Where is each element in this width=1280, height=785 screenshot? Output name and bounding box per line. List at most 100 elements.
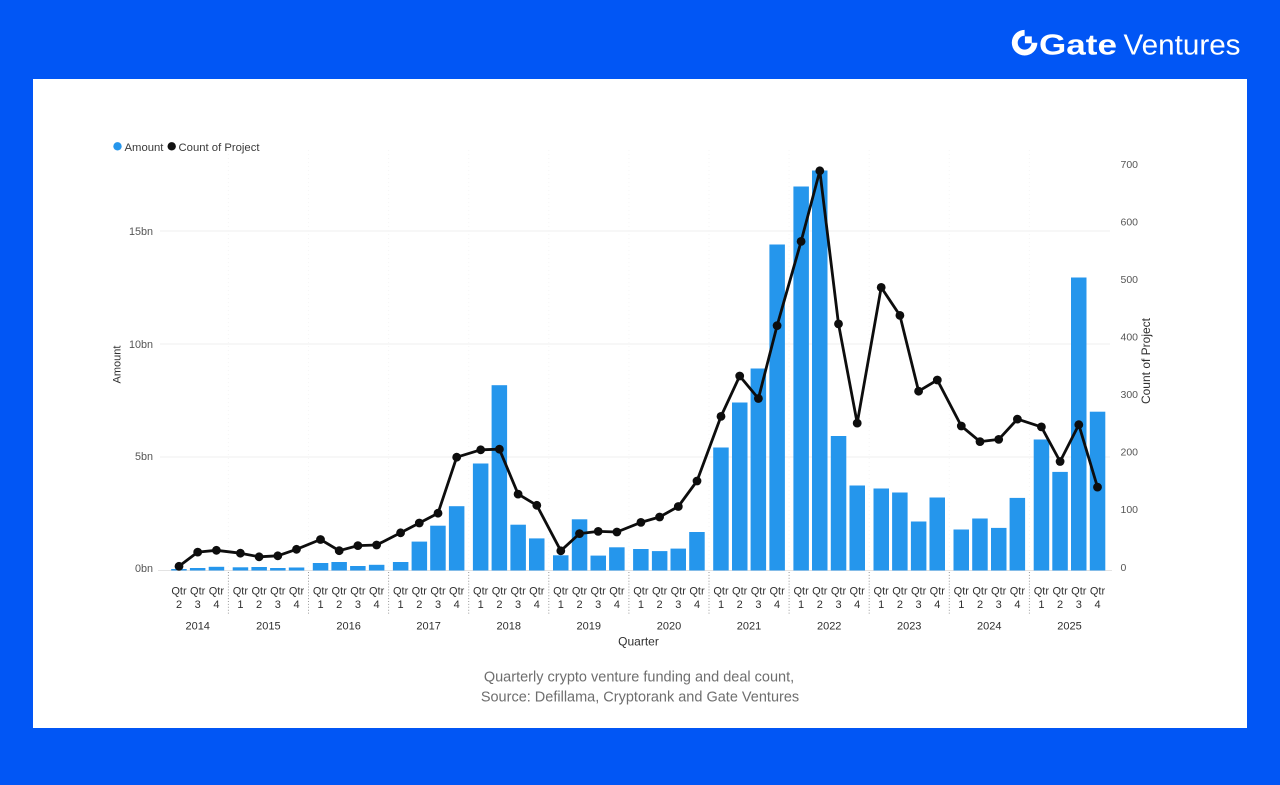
svg-text:Qtr: Qtr xyxy=(412,585,428,597)
svg-text:100: 100 xyxy=(1121,504,1139,516)
svg-text:1: 1 xyxy=(478,599,484,611)
svg-text:2: 2 xyxy=(977,599,983,611)
svg-text:3: 3 xyxy=(595,599,601,611)
svg-text:Qtr: Qtr xyxy=(1010,585,1026,597)
svg-text:2021: 2021 xyxy=(737,621,761,633)
svg-text:Qtr: Qtr xyxy=(991,585,1007,597)
svg-text:5bn: 5bn xyxy=(135,451,153,463)
svg-text:3: 3 xyxy=(1076,599,1082,611)
svg-text:Qtr: Qtr xyxy=(591,585,607,597)
svg-text:Quarter: Quarter xyxy=(618,634,659,648)
svg-text:4: 4 xyxy=(374,599,380,611)
svg-text:2: 2 xyxy=(576,599,582,611)
svg-text:Count of Project: Count of Project xyxy=(179,142,261,154)
svg-text:Qtr: Qtr xyxy=(874,585,890,597)
svg-text:3: 3 xyxy=(195,599,201,611)
svg-text:4: 4 xyxy=(934,599,940,611)
svg-text:3: 3 xyxy=(515,599,521,611)
svg-text:4: 4 xyxy=(774,599,780,611)
svg-text:2: 2 xyxy=(336,599,342,611)
svg-text:Ventures: Ventures xyxy=(1124,30,1241,62)
svg-text:2023: 2023 xyxy=(897,621,921,633)
svg-text:3: 3 xyxy=(355,599,361,611)
svg-text:Qtr: Qtr xyxy=(1071,585,1087,597)
svg-text:Qtr: Qtr xyxy=(689,585,705,597)
svg-text:2: 2 xyxy=(817,599,823,611)
svg-text:Qtr: Qtr xyxy=(313,585,329,597)
svg-text:2: 2 xyxy=(657,599,663,611)
svg-text:2: 2 xyxy=(737,599,743,611)
svg-text:2014: 2014 xyxy=(185,621,209,633)
svg-text:Qtr: Qtr xyxy=(751,585,767,597)
svg-text:Qtr: Qtr xyxy=(332,585,348,597)
svg-text:Qtr: Qtr xyxy=(831,585,847,597)
svg-text:1: 1 xyxy=(237,599,243,611)
svg-text:4: 4 xyxy=(213,599,219,611)
svg-text:Qtr: Qtr xyxy=(350,585,366,597)
svg-text:Qtr: Qtr xyxy=(713,585,729,597)
svg-text:Qtr: Qtr xyxy=(972,585,988,597)
svg-text:3: 3 xyxy=(996,599,1002,611)
svg-text:Qtr: Qtr xyxy=(609,585,625,597)
svg-text:3: 3 xyxy=(675,599,681,611)
svg-text:Qtr: Qtr xyxy=(572,585,588,597)
svg-text:300: 300 xyxy=(1121,389,1139,401)
svg-text:Qtr: Qtr xyxy=(449,585,465,597)
svg-text:1: 1 xyxy=(317,599,323,611)
svg-text:Qtr: Qtr xyxy=(769,585,785,597)
svg-text:3: 3 xyxy=(835,599,841,611)
svg-text:15bn: 15bn xyxy=(129,226,153,238)
svg-text:Qtr: Qtr xyxy=(1090,585,1106,597)
svg-text:1: 1 xyxy=(718,599,724,611)
svg-text:Amount: Amount xyxy=(125,142,165,154)
svg-text:600: 600 xyxy=(1121,216,1139,228)
svg-text:1: 1 xyxy=(1038,599,1044,611)
svg-text:1: 1 xyxy=(558,599,564,611)
svg-text:Gate: Gate xyxy=(1039,30,1117,62)
svg-text:2: 2 xyxy=(496,599,502,611)
svg-text:Qtr: Qtr xyxy=(492,585,508,597)
svg-text:2018: 2018 xyxy=(497,621,521,633)
svg-text:4: 4 xyxy=(614,599,620,611)
svg-text:Source: Defillama, Cryptorank: Source: Defillama, Cryptorank and Gate V… xyxy=(481,690,799,706)
svg-text:Qtr: Qtr xyxy=(652,585,668,597)
svg-text:700: 700 xyxy=(1121,159,1139,171)
svg-text:Amount: Amount xyxy=(112,346,124,384)
svg-text:Qtr: Qtr xyxy=(251,585,267,597)
svg-text:2: 2 xyxy=(897,599,903,611)
svg-text:Qtr: Qtr xyxy=(510,585,526,597)
svg-text:2024: 2024 xyxy=(977,621,1001,633)
svg-text:2: 2 xyxy=(1057,599,1063,611)
svg-text:4: 4 xyxy=(454,599,460,611)
svg-text:Qtr: Qtr xyxy=(812,585,828,597)
svg-text:Qtr: Qtr xyxy=(529,585,545,597)
svg-text:2022: 2022 xyxy=(817,621,841,633)
svg-text:1: 1 xyxy=(958,599,964,611)
svg-text:4: 4 xyxy=(1094,599,1100,611)
svg-text:2020: 2020 xyxy=(657,621,681,633)
svg-text:1: 1 xyxy=(638,599,644,611)
svg-text:Qtr: Qtr xyxy=(633,585,649,597)
svg-text:0: 0 xyxy=(1121,562,1127,574)
svg-text:Qtr: Qtr xyxy=(793,585,809,597)
svg-text:Qtr: Qtr xyxy=(911,585,927,597)
svg-text:1: 1 xyxy=(798,599,804,611)
svg-text:2015: 2015 xyxy=(256,621,280,633)
svg-text:Qtr: Qtr xyxy=(270,585,286,597)
svg-text:Quarterly crypto venture fundi: Quarterly crypto venture funding and dea… xyxy=(484,670,794,686)
svg-text:Count of Project: Count of Project xyxy=(1139,317,1153,404)
svg-text:4: 4 xyxy=(534,599,540,611)
svg-text:2: 2 xyxy=(176,599,182,611)
svg-text:4: 4 xyxy=(854,599,860,611)
svg-text:Qtr: Qtr xyxy=(430,585,446,597)
svg-text:Qtr: Qtr xyxy=(892,585,908,597)
svg-text:3: 3 xyxy=(275,599,281,611)
svg-text:Qtr: Qtr xyxy=(732,585,748,597)
svg-text:Qtr: Qtr xyxy=(1052,585,1068,597)
svg-text:2019: 2019 xyxy=(577,621,601,633)
svg-text:Qtr: Qtr xyxy=(171,585,187,597)
svg-text:1: 1 xyxy=(878,599,884,611)
svg-text:4: 4 xyxy=(293,599,299,611)
svg-text:2: 2 xyxy=(256,599,262,611)
svg-text:Qtr: Qtr xyxy=(671,585,687,597)
